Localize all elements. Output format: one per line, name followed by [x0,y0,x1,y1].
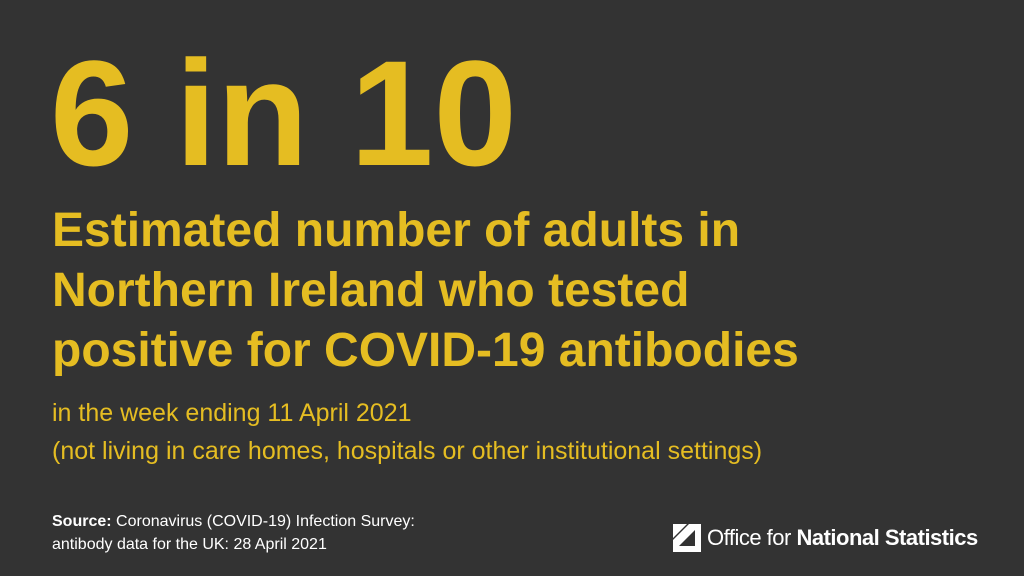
subtitle-line: in the week ending 11 April 2021 [52,399,412,427]
logo-bold: National Statistics [796,525,978,550]
headline: 6 in 10 [50,29,517,197]
ons-logo: Office for National Statistics [673,524,978,552]
logo-icon [673,524,701,552]
source-line: Source: Coronavirus (COVID-19) Infection… [52,514,415,530]
subtitle-line: (not living in care homes, hospitals or … [52,437,763,465]
source-text: Coronavirus (COVID-19) Infection Survey: [116,513,415,530]
description-line: Estimated number of adults in [52,204,741,257]
description-line: Northern Ireland who tested [52,264,690,317]
source-label: Source: [52,513,112,530]
source-line: antibody data for the UK: 28 April 2021 [52,536,327,553]
logo-light: Office for [707,525,791,550]
description-line: positive for COVID-19 antibodies [52,324,799,377]
